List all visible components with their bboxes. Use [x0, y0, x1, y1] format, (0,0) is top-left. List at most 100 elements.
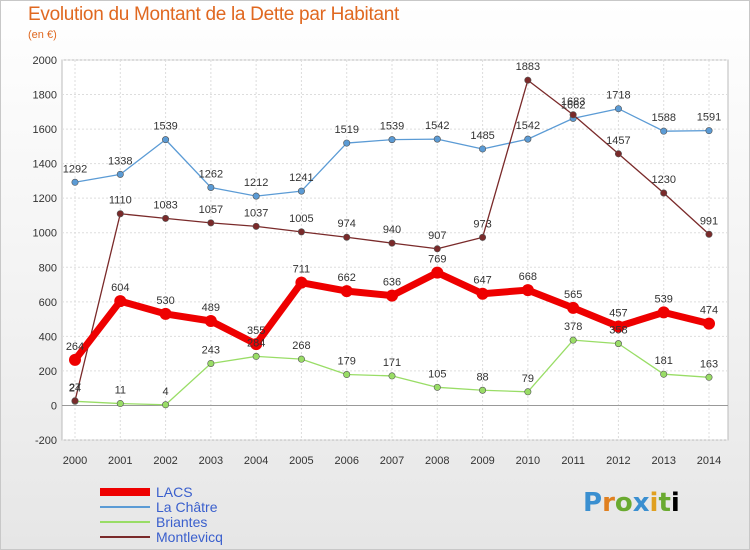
- legend-label: Montlevicq: [156, 529, 223, 545]
- x-tick-label: 2002: [153, 455, 177, 467]
- y-tick-label: 1000: [33, 228, 57, 240]
- data-label: 1230: [651, 174, 675, 186]
- data-label: 668: [519, 271, 537, 283]
- data-label: 539: [655, 293, 673, 305]
- data-point: [343, 233, 351, 241]
- data-label: 355: [247, 325, 265, 337]
- data-point: [252, 352, 260, 360]
- data-point: [612, 320, 625, 333]
- data-point: [388, 372, 396, 380]
- data-label: 1338: [108, 155, 132, 167]
- data-point: [433, 383, 441, 391]
- y-tick-label: 1800: [33, 90, 57, 102]
- data-label: 1542: [516, 120, 540, 132]
- data-point: [660, 370, 668, 378]
- data-label: 1262: [199, 168, 223, 180]
- data-label: 1241: [289, 172, 313, 184]
- data-label: 769: [428, 254, 446, 266]
- y-tick-label: 2000: [33, 55, 57, 67]
- data-label: 1883: [516, 61, 540, 73]
- data-point: [252, 192, 260, 200]
- x-tick-label: 2010: [516, 455, 540, 467]
- data-point: [479, 145, 487, 153]
- proxiti-logo: Proxiti: [583, 488, 680, 518]
- data-point: [116, 400, 124, 408]
- data-label: 11: [115, 385, 126, 397]
- data-point: [614, 150, 622, 158]
- data-label: 1057: [199, 204, 223, 216]
- data-label: 171: [383, 357, 401, 369]
- y-tick-label: 1200: [33, 193, 57, 205]
- x-tick-label: 2006: [334, 455, 358, 467]
- data-label: 974: [338, 218, 356, 230]
- x-tick-label: 2001: [108, 455, 132, 467]
- x-tick-label: 2011: [561, 455, 585, 467]
- data-point: [159, 307, 172, 320]
- data-point: [207, 219, 215, 227]
- x-tick-label: 2000: [63, 455, 87, 467]
- data-point: [116, 210, 124, 218]
- data-point: [479, 386, 487, 394]
- y-tick-label: 400: [39, 331, 57, 343]
- plot-area: [61, 59, 729, 441]
- data-point: [252, 222, 260, 230]
- data-point: [162, 214, 170, 222]
- y-tick-label: -200: [35, 435, 57, 447]
- data-point: [297, 355, 305, 363]
- y-tick-label: 1400: [33, 159, 57, 171]
- data-point: [705, 127, 713, 135]
- data-point: [476, 287, 489, 300]
- chart-subtitle: (en €): [28, 29, 57, 41]
- data-label: 530: [156, 295, 174, 307]
- data-point: [431, 266, 444, 279]
- data-label: 973: [473, 218, 491, 230]
- data-point: [614, 340, 622, 348]
- data-label: 243: [202, 344, 220, 356]
- data-label: 1542: [425, 120, 449, 132]
- data-label: 711: [293, 264, 311, 276]
- x-tick-label: 2008: [425, 455, 449, 467]
- data-label: 647: [473, 275, 491, 287]
- data-label: 1591: [697, 112, 721, 124]
- chart-title: Evolution du Montant de la Dette par Hab…: [28, 4, 399, 25]
- data-label: 1292: [63, 163, 87, 175]
- data-label: 268: [292, 340, 310, 352]
- data-label: 662: [338, 272, 356, 284]
- x-tick-label: 2004: [244, 455, 268, 467]
- data-point: [657, 306, 670, 319]
- data-point: [207, 183, 215, 191]
- data-label: 163: [700, 358, 718, 370]
- data-point: [388, 136, 396, 144]
- data-label: 457: [609, 308, 627, 320]
- data-label: 79: [522, 373, 534, 385]
- data-label: 27: [69, 382, 81, 394]
- data-label: 1683: [561, 96, 585, 108]
- y-tick-label: 800: [39, 262, 57, 274]
- data-label: 1083: [153, 199, 177, 211]
- x-tick-label: 2007: [380, 455, 404, 467]
- data-label: 284: [247, 337, 265, 349]
- data-label: 358: [609, 325, 627, 337]
- x-tick-label: 2014: [697, 455, 721, 467]
- data-label: 940: [383, 224, 401, 236]
- data-label: 105: [428, 368, 446, 380]
- data-point: [567, 301, 580, 314]
- data-point: [524, 388, 532, 396]
- data-label: 474: [700, 305, 718, 317]
- data-label: 4: [163, 386, 169, 398]
- data-label: 378: [564, 321, 582, 333]
- data-point: [162, 136, 170, 144]
- data-point: [340, 285, 353, 298]
- data-label: 991: [700, 215, 718, 227]
- data-label: 1539: [153, 121, 177, 133]
- y-tick-label: 200: [39, 366, 57, 378]
- data-point: [524, 135, 532, 143]
- data-label: 1718: [606, 90, 630, 102]
- legend-label: Briantes: [156, 514, 207, 530]
- data-point: [705, 373, 713, 381]
- data-label: 181: [655, 355, 673, 367]
- data-point: [295, 276, 308, 289]
- data-point: [343, 371, 351, 379]
- x-tick-label: 2012: [606, 455, 630, 467]
- x-tick-label: 2003: [199, 455, 223, 467]
